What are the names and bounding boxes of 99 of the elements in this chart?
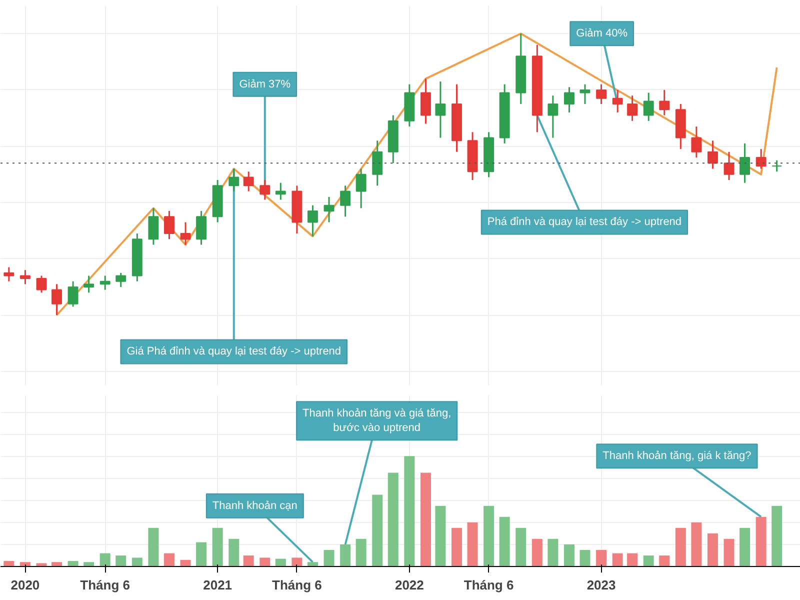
annotation: Thanh khoản tăng và giá tăng, bước vào uptrend	[302, 408, 452, 434]
bar	[484, 506, 494, 566]
candlestick	[596, 84, 607, 105]
bar	[212, 528, 223, 566]
candlestick	[756, 148, 766, 170]
bar	[275, 558, 286, 566]
candlestick	[260, 179, 270, 200]
bar	[451, 528, 462, 566]
bar	[612, 553, 623, 566]
bar	[772, 506, 782, 566]
candlestick	[243, 170, 254, 192]
bar	[148, 528, 159, 566]
candlestick	[548, 94, 558, 139]
x-tick-label: 2021	[203, 578, 232, 592]
x-tick-label: Tháng 6	[272, 578, 322, 592]
candlestick	[772, 160, 782, 172]
bar	[372, 494, 383, 566]
annotation: Thanh khoản cạn	[212, 500, 298, 512]
candlestick	[707, 140, 718, 170]
bar	[307, 562, 318, 566]
x-tick-label: 2022	[394, 578, 424, 592]
bar	[292, 558, 302, 566]
bar	[196, 542, 207, 566]
candlestick	[643, 92, 654, 122]
candlestick	[612, 89, 623, 114]
bar	[627, 553, 638, 566]
bar	[100, 553, 110, 566]
candlestick	[100, 274, 110, 291]
bar	[659, 555, 670, 566]
bar	[756, 516, 766, 566]
candlestick	[580, 84, 590, 105]
bar	[116, 555, 126, 566]
candlestick	[20, 269, 30, 285]
candlestick	[36, 274, 47, 294]
bar	[580, 550, 590, 566]
bar	[260, 558, 270, 566]
bar	[324, 550, 334, 566]
x-tick-label: 2020	[10, 578, 40, 592]
bar	[435, 506, 446, 566]
candlestick	[724, 151, 734, 181]
candlestick	[228, 168, 240, 192]
candlestick	[340, 184, 351, 218]
bar	[596, 550, 607, 566]
candlestick	[435, 80, 446, 139]
bar	[340, 544, 351, 566]
candlestick	[52, 283, 62, 316]
bar	[499, 516, 510, 566]
bar	[516, 528, 526, 566]
candlestick	[4, 266, 14, 282]
bar	[51, 562, 62, 566]
x-tick-label: 2023	[586, 578, 616, 592]
candlestick	[324, 196, 334, 223]
candlestick	[275, 182, 286, 200]
candlestick	[84, 274, 94, 294]
candlestick	[740, 142, 750, 184]
bar	[548, 538, 558, 566]
annotation: Phá đỉnh và quay lại test đáy -> uptrend	[487, 216, 682, 228]
annotation: Thanh khoản tăng, giá k tăng?	[602, 450, 752, 462]
annotation: Giá Phá đỉnh và quay lại test đáy -> uptrend	[126, 346, 342, 358]
x-tick-label: Tháng 6	[80, 578, 130, 592]
bar	[675, 528, 686, 566]
bar	[691, 522, 702, 566]
candlestick	[307, 204, 318, 238]
annotation: Giảm 40%	[576, 28, 628, 40]
bar	[740, 528, 750, 566]
candlestick	[356, 168, 366, 209]
bar	[532, 538, 542, 566]
candlestick	[196, 210, 207, 246]
bar	[132, 558, 142, 566]
candlestick	[659, 89, 670, 116]
bar	[707, 533, 718, 566]
bar	[180, 560, 191, 566]
bar	[564, 544, 574, 566]
bar	[228, 538, 240, 566]
candlestick	[627, 94, 638, 122]
candlestick	[180, 221, 191, 246]
candlestick	[372, 140, 383, 186]
bar	[36, 563, 47, 566]
bar	[243, 555, 254, 566]
candlestick	[420, 78, 431, 124]
candlestick	[116, 272, 126, 288]
annotation: Giảm 37%	[239, 78, 291, 90]
bar	[4, 560, 14, 566]
bar	[68, 560, 78, 566]
candlestick	[68, 280, 78, 308]
bar	[84, 562, 94, 566]
bar	[164, 553, 174, 566]
bar	[388, 472, 398, 566]
bar	[643, 555, 654, 566]
candlestick	[564, 86, 574, 114]
bar	[724, 538, 734, 566]
x-tick-label: Tháng 6	[464, 578, 514, 592]
bar	[420, 472, 431, 566]
candlestick	[164, 210, 174, 240]
bar	[356, 538, 366, 566]
candlestick	[148, 207, 159, 246]
bar	[467, 522, 478, 566]
candlestick	[691, 126, 702, 158]
bar	[404, 456, 415, 566]
